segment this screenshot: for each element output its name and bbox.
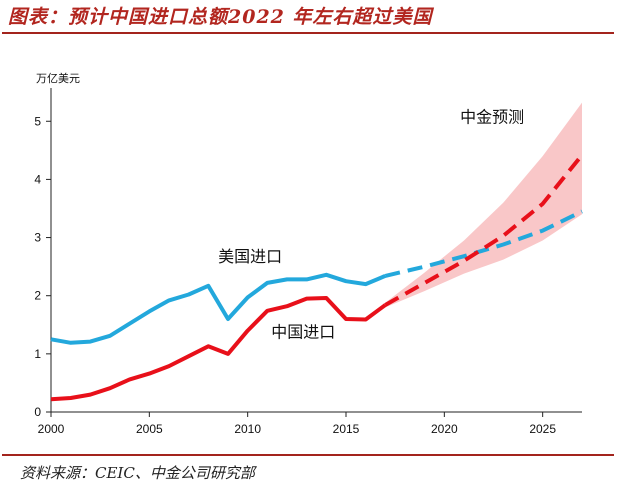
- series-line-0: [50, 272, 387, 345]
- y-tick-label: 1: [34, 347, 41, 361]
- x-tick-label: 2020: [431, 422, 458, 436]
- series-line-3: [384, 153, 584, 307]
- x-tick-label: 2015: [333, 422, 360, 436]
- y-tick-label: 0: [34, 405, 41, 419]
- y-tick-label: 4: [34, 172, 41, 186]
- y-axis-label: 万亿美元: [36, 72, 80, 85]
- x-tick-label: 2005: [136, 422, 163, 436]
- annotation-1: 中国进口: [271, 323, 335, 342]
- series-line-2: [50, 296, 387, 402]
- x-tick-label: 2010: [234, 422, 261, 436]
- source-rule: [2, 454, 614, 456]
- x-tick-label: 2025: [529, 422, 556, 436]
- annotation-0: 美国进口: [218, 247, 282, 266]
- series-line-1: [384, 209, 583, 278]
- y-tick-label: 3: [34, 231, 41, 245]
- chart-title: 图表：预计中国进口总额2022 年左右超过美国: [8, 6, 433, 28]
- x-tick-label: 2000: [38, 422, 65, 436]
- y-tick-label: 5: [34, 114, 41, 128]
- title-rule: [2, 32, 614, 34]
- forecast-confidence-band: [385, 102, 582, 308]
- y-tick-label: 2: [34, 289, 41, 303]
- source-note: 资料来源：CEIC、中金公司研究部: [20, 464, 255, 482]
- annotation-2: 中金预测: [460, 107, 524, 126]
